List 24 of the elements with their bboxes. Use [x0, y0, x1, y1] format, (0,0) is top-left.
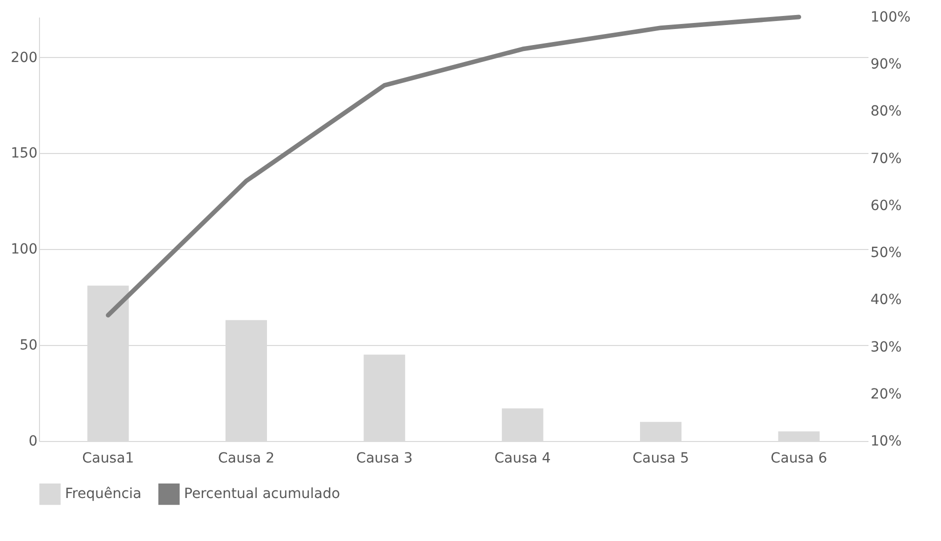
- y-tick-label: 0: [28, 434, 38, 450]
- y2-tick-label: 50%: [870, 245, 902, 262]
- y2-tick-label: 30%: [870, 339, 902, 356]
- x-tick-label: Causa 3: [356, 450, 413, 466]
- legend-label: Frequência: [65, 486, 142, 502]
- y2-tick-label: 10%: [870, 434, 902, 450]
- line-series: [106, 14, 802, 318]
- y2-tick-label: 40%: [870, 292, 902, 308]
- y2-tick-label: 20%: [870, 386, 902, 402]
- y-tick-label: 150: [10, 146, 38, 162]
- y-tick-label: 200: [10, 50, 38, 66]
- x-tick-label: Causa1: [82, 450, 134, 466]
- legend-label: Percentual acumulado: [184, 486, 340, 502]
- x-tick-label: Causa 2: [218, 450, 274, 466]
- y2-tick-label: 70%: [870, 150, 902, 167]
- x-tick-label: Causa 6: [770, 450, 828, 466]
- y2-tick-label: 90%: [870, 56, 902, 73]
- x-tick-label: Causa 4: [494, 450, 551, 466]
- y-tick-label: 50: [20, 338, 38, 354]
- y2-tick-label: 100%: [870, 10, 911, 26]
- y-tick-label: 100: [10, 242, 38, 258]
- x-tick-label: Causa 5: [632, 450, 689, 466]
- y2-tick-label: 80%: [870, 104, 902, 120]
- y2-tick-label: 60%: [870, 198, 902, 214]
